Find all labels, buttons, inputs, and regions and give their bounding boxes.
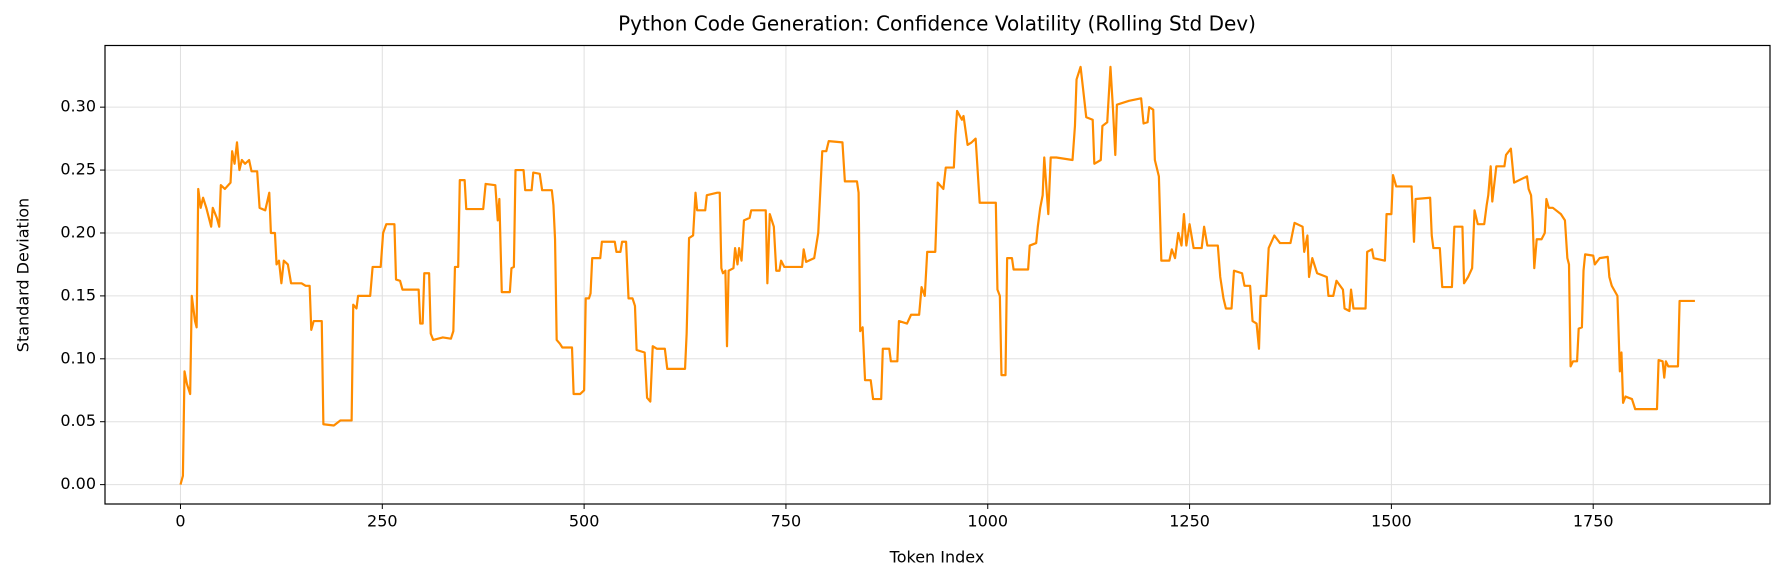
- x-tick-label: 1250: [1169, 512, 1210, 531]
- y-tick-label: 0.10: [60, 348, 96, 367]
- x-tick-label: 500: [569, 512, 600, 531]
- plot: [179, 65, 1695, 485]
- x-tick-label: 0: [175, 512, 185, 531]
- x-axis-label: Token Index: [889, 548, 985, 567]
- chart-title: Python Code Generation: Confidence Volat…: [618, 12, 1256, 36]
- x-tick-label: 1750: [1573, 512, 1614, 531]
- y-tick-label: 0.30: [60, 97, 96, 116]
- x-tick-label: 250: [367, 512, 398, 531]
- x-tick-label: 1500: [1371, 512, 1412, 531]
- grid: [105, 45, 1770, 504]
- x-tick-label: 1000: [967, 512, 1008, 531]
- y-tick-label: 0.15: [60, 285, 96, 304]
- axes-frame: [104, 44, 1771, 505]
- y-tick-label: 0.00: [60, 474, 96, 493]
- y-tick-label: 0.05: [60, 411, 96, 430]
- line-series: [179, 65, 1695, 485]
- y-tick-label: 0.20: [60, 222, 96, 241]
- y-tick-label: 0.25: [60, 160, 96, 179]
- y-axis-label: Standard Deviation: [14, 198, 33, 352]
- x-tick-label: 750: [771, 512, 802, 531]
